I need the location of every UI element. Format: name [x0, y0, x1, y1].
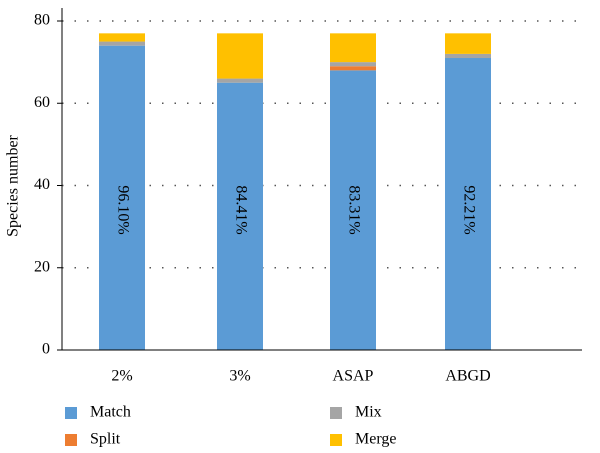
- x-tick-label: 2%: [111, 368, 132, 385]
- bar-segment: [445, 58, 491, 350]
- y-tick-label: 80: [34, 12, 50, 29]
- y-tick-label: 60: [34, 94, 50, 111]
- bar-segment: [99, 45, 145, 351]
- bar-segment: [217, 33, 263, 79]
- bar-segment: [217, 78, 263, 83]
- bar-segment: [99, 33, 145, 42]
- legend-label: Split: [90, 431, 121, 448]
- legend-label: Mix: [355, 404, 382, 421]
- legend-swatch: [330, 407, 342, 419]
- y-tick-label: 20: [34, 258, 50, 275]
- legend-swatch: [65, 434, 77, 446]
- bar-segment: [217, 82, 263, 350]
- legend-label: Merge: [355, 431, 396, 448]
- bar-annotation: 96.10%: [114, 185, 131, 234]
- bar-segment: [330, 66, 376, 71]
- x-tick-label: 3%: [229, 368, 250, 385]
- bar-segment: [445, 53, 491, 59]
- bar-segment: [445, 33, 491, 54]
- y-tick-label: 0: [42, 341, 50, 358]
- legend-label: Match: [90, 404, 131, 421]
- bar-annotation: 92.21%: [460, 185, 477, 234]
- bar-annotation: 84.41%: [232, 185, 249, 234]
- bar-segment: [330, 70, 376, 350]
- legend-swatch: [330, 434, 342, 446]
- bar-segment: [330, 33, 376, 63]
- bar-segment: [330, 62, 376, 67]
- x-tick-label: ABGD: [445, 368, 490, 385]
- y-axis-label: Species number: [5, 134, 22, 236]
- bar-annotation: 83.31%: [345, 185, 362, 234]
- bar-segment: [99, 41, 145, 46]
- y-tick-label: 40: [34, 176, 50, 193]
- x-tick-label: ASAP: [333, 368, 374, 385]
- legend-swatch: [65, 407, 77, 419]
